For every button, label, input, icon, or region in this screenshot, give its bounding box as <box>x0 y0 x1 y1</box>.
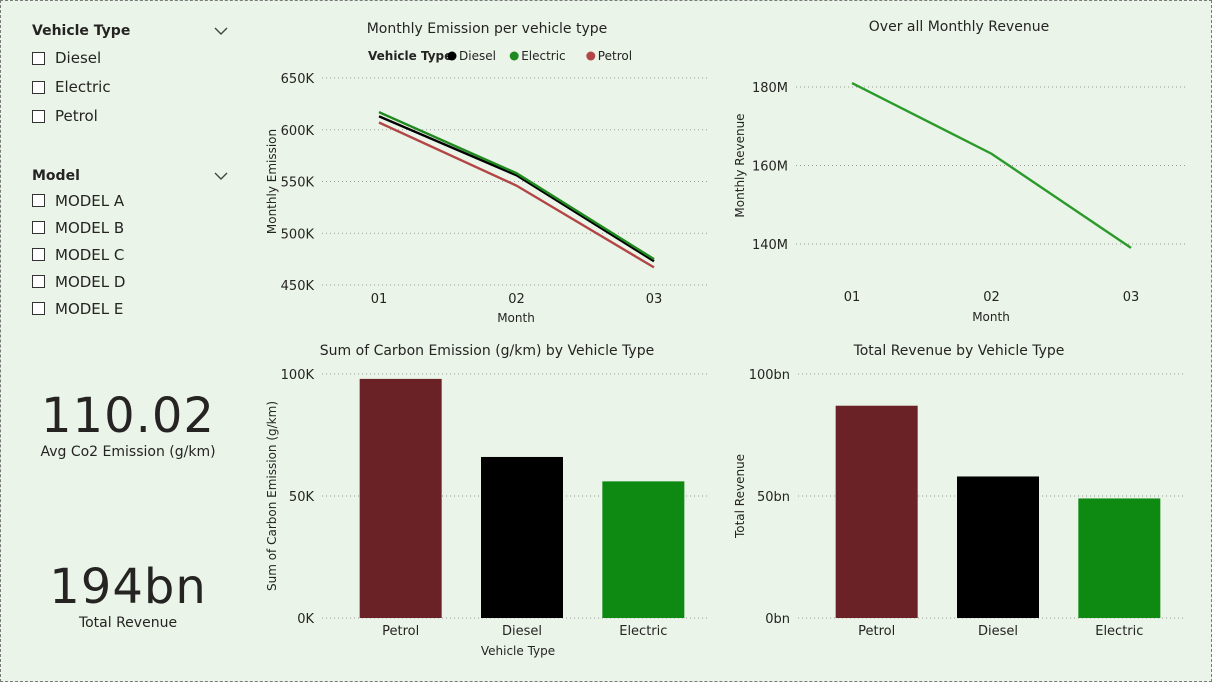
y-tick-label: 140M <box>752 238 788 253</box>
y-axis-label: Sum of Carbon Emission (g/km) <box>265 401 279 591</box>
slicer-option-diesel[interactable]: Diesel <box>32 46 228 70</box>
slicer-title: Vehicle Type <box>32 23 131 39</box>
bar-electric <box>602 481 685 618</box>
x-tick-label: Electric <box>619 624 667 639</box>
slicer-option-petrol[interactable]: Petrol <box>32 104 228 128</box>
total-revenue-card: 194bn Total Revenue <box>30 559 226 631</box>
carbon-emission-bar-chart[interactable]: Sum of Carbon Emission (g/km) by Vehicle… <box>260 336 720 666</box>
card-value: 194bn <box>49 559 207 615</box>
y-tick-label: 0bn <box>765 612 790 627</box>
x-tick-label: Petrol <box>858 624 895 639</box>
x-tick-label: Petrol <box>382 624 419 639</box>
slicer-option-model-a[interactable]: MODEL A <box>32 188 228 213</box>
slicer-header[interactable]: Model <box>32 166 228 186</box>
y-tick-label: 550K <box>281 176 315 191</box>
card-label: Avg Co2 Emission (g/km) <box>40 444 216 460</box>
monthly-emission-line-chart[interactable]: Monthly Emission per vehicle type 450K 500… <box>260 12 720 332</box>
option-label: MODEL E <box>55 299 124 318</box>
legend-label-diesel: Diesel <box>459 49 496 63</box>
x-axis-label: Month <box>497 311 535 325</box>
y-tick-label: 180M <box>752 81 788 96</box>
chart-title: Monthly Emission per vehicle type <box>367 21 608 37</box>
slicer-option-model-e[interactable]: MODEL E <box>32 296 228 321</box>
slicer-option-model-d[interactable]: MODEL D <box>32 269 228 294</box>
checkbox-icon[interactable] <box>32 80 45 94</box>
legend-marker-petrol <box>586 51 596 61</box>
vehicle-type-slicer: Vehicle Type Diesel Electric Petrol <box>32 21 228 128</box>
legend-label-electric: Electric <box>521 49 565 63</box>
avg-co2-card: 110.02 Avg Co2 Emission (g/km) <box>30 388 226 460</box>
x-tick-label: 02 <box>983 290 1000 305</box>
revenue-bar-chart[interactable]: Total Revenue by Vehicle Type 0bn 50bn 100b… <box>730 336 1200 666</box>
bar-petrol <box>359 378 442 618</box>
option-label: Electric <box>55 78 111 96</box>
option-label: MODEL B <box>55 218 125 237</box>
monthly-revenue-line-chart[interactable]: Over all Monthly Revenue 140M 160M 180M Mont… <box>730 12 1200 332</box>
legend-title: Vehicle Type <box>368 49 452 63</box>
y-tick-label: 100K <box>281 368 315 383</box>
legend-marker-electric <box>509 51 519 61</box>
option-label: Petrol <box>55 107 98 125</box>
series-line-revenue <box>851 82 1132 249</box>
x-tick-label: 01 <box>371 292 388 307</box>
y-axis-label: Monthly Emission <box>265 129 279 234</box>
checkbox-icon[interactable] <box>32 275 45 288</box>
x-tick-label: Diesel <box>978 624 1018 639</box>
y-tick-label: 160M <box>752 160 788 175</box>
card-value: 110.02 <box>41 388 215 444</box>
x-tick-label: 03 <box>646 292 663 307</box>
x-tick-label: 02 <box>508 292 525 307</box>
y-tick-label: 50K <box>289 490 315 505</box>
chart-title: Sum of Carbon Emission (g/km) by Vehicle… <box>320 343 654 359</box>
y-tick-label: 100bn <box>749 368 790 383</box>
bar-diesel <box>481 456 563 618</box>
y-axis-label: Monthly Revenue <box>733 113 747 217</box>
option-label: Diesel <box>55 49 102 67</box>
checkbox-icon[interactable] <box>32 248 45 261</box>
slicer-option-electric[interactable]: Electric <box>32 75 228 99</box>
chevron-down-icon[interactable] <box>214 171 228 181</box>
y-tick-label: 600K <box>281 124 315 139</box>
series-line-diesel <box>378 115 655 263</box>
y-tick-label: 500K <box>281 227 315 242</box>
x-tick-label: 01 <box>844 290 861 305</box>
legend-marker-diesel <box>447 51 457 61</box>
y-tick-label: 50bn <box>757 490 790 505</box>
x-tick-label: 03 <box>1123 290 1140 305</box>
option-label: MODEL C <box>55 245 125 264</box>
slicer-header[interactable]: Vehicle Type <box>32 21 228 41</box>
model-slicer: Model MODEL A MODEL B MODEL C MODEL D MO… <box>32 166 228 321</box>
slicer-option-model-c[interactable]: MODEL C <box>32 242 228 267</box>
checkbox-icon[interactable] <box>32 109 45 123</box>
y-tick-label: 450K <box>281 279 315 294</box>
x-axis-label: Vehicle Type <box>481 644 555 658</box>
legend-label-petrol: Petrol <box>598 49 632 63</box>
series-line-electric <box>378 111 655 261</box>
card-label: Total Revenue <box>78 615 178 631</box>
x-tick-label: Electric <box>1095 624 1143 639</box>
option-label: MODEL A <box>55 191 125 210</box>
y-tick-label: 650K <box>281 72 315 87</box>
chart-title: Over all Monthly Revenue <box>869 19 1049 35</box>
chart-title: Total Revenue by Vehicle Type <box>853 343 1065 359</box>
y-tick-label: 0K <box>297 612 314 627</box>
checkbox-icon[interactable] <box>32 302 45 315</box>
checkbox-icon[interactable] <box>32 194 45 207</box>
x-axis-label: Month <box>972 310 1010 324</box>
bar-electric <box>1078 498 1161 618</box>
option-label: MODEL D <box>55 272 126 291</box>
x-tick-label: Diesel <box>502 624 542 639</box>
checkbox-icon[interactable] <box>32 221 45 234</box>
checkbox-icon[interactable] <box>32 51 45 65</box>
bar-petrol <box>835 405 918 618</box>
y-axis-label: Total Revenue <box>733 454 747 539</box>
series-line-petrol <box>378 121 655 269</box>
slicer-option-model-b[interactable]: MODEL B <box>32 215 228 240</box>
slicer-title: Model <box>32 168 80 184</box>
bar-diesel <box>957 476 1039 618</box>
chevron-down-icon[interactable] <box>214 26 228 36</box>
